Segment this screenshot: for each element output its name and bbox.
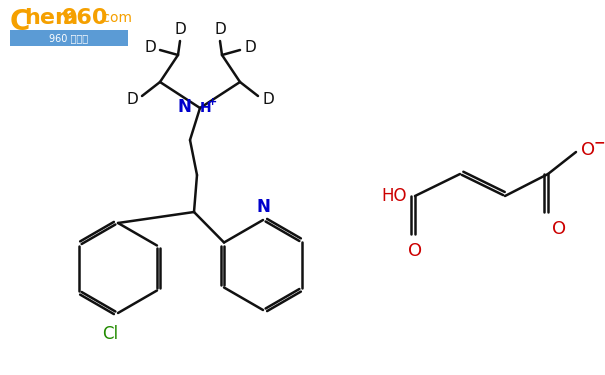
Text: D: D bbox=[126, 93, 138, 108]
Text: O: O bbox=[408, 242, 422, 260]
Text: 960 化工网: 960 化工网 bbox=[50, 33, 88, 43]
Text: 960: 960 bbox=[62, 8, 108, 28]
Text: N: N bbox=[177, 98, 191, 116]
Text: O: O bbox=[581, 141, 595, 159]
Text: N: N bbox=[256, 198, 270, 216]
Text: H: H bbox=[200, 101, 212, 115]
Text: C: C bbox=[10, 8, 30, 36]
Text: Cl: Cl bbox=[102, 325, 118, 343]
Text: HO: HO bbox=[382, 187, 407, 205]
Text: D: D bbox=[262, 93, 273, 108]
Bar bbox=[10, 30, 128, 46]
Text: D: D bbox=[174, 22, 186, 37]
Text: hem: hem bbox=[24, 8, 78, 28]
Text: +: + bbox=[208, 97, 217, 107]
Text: D: D bbox=[214, 22, 226, 37]
Text: D: D bbox=[144, 39, 156, 54]
Text: .com: .com bbox=[98, 11, 132, 25]
Text: D: D bbox=[244, 39, 256, 54]
Text: −: − bbox=[594, 135, 605, 149]
Text: O: O bbox=[552, 220, 566, 238]
